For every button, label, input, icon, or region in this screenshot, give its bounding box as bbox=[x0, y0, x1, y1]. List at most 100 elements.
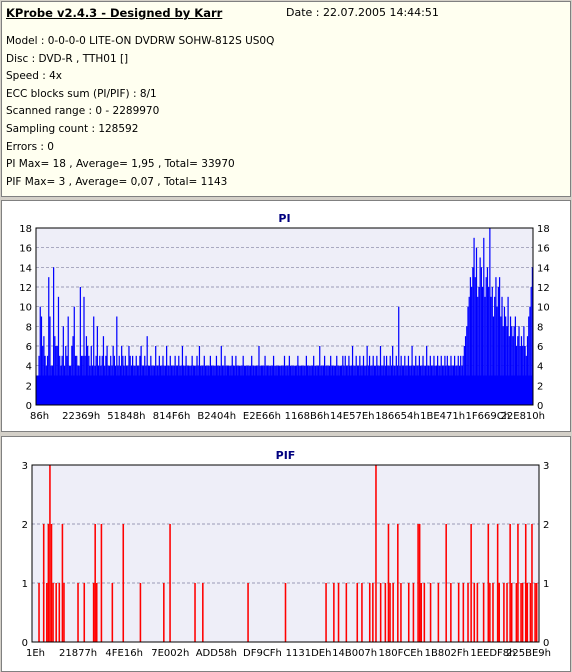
pif-bar bbox=[169, 524, 171, 642]
pi-bar bbox=[410, 365, 412, 405]
pi-bar bbox=[232, 365, 235, 405]
pi-bar bbox=[44, 355, 46, 405]
pi-bar bbox=[462, 355, 464, 405]
pi-chart-title: PI bbox=[278, 212, 290, 225]
pi-ytick-left: 12 bbox=[19, 283, 32, 294]
info-errors: Errors : 0 bbox=[6, 140, 54, 153]
pi-bar bbox=[49, 316, 51, 405]
pi-xtick: 14E57Eh bbox=[330, 411, 374, 422]
pi-bar bbox=[327, 365, 329, 405]
pi-bar bbox=[412, 365, 414, 405]
pi-xtick: 22E810h bbox=[501, 411, 545, 422]
pi-bar bbox=[226, 365, 228, 405]
pi-bar bbox=[164, 365, 167, 405]
pi-bar bbox=[73, 306, 75, 405]
pi-bar bbox=[265, 365, 267, 405]
pi-bar bbox=[384, 365, 386, 405]
pi-bar bbox=[179, 365, 181, 405]
pi-bar bbox=[84, 355, 86, 405]
pi-bar bbox=[234, 365, 236, 405]
pif-bar bbox=[83, 583, 86, 642]
pi-bar bbox=[230, 365, 232, 405]
pi-bar bbox=[169, 355, 171, 405]
pi-bar bbox=[497, 287, 499, 405]
pi-bar bbox=[334, 365, 337, 405]
pi-bar bbox=[444, 355, 446, 405]
pi-bar bbox=[246, 365, 248, 405]
pif-bar bbox=[503, 583, 505, 642]
pi-bar bbox=[447, 365, 450, 405]
pi-bar bbox=[467, 306, 469, 405]
pif-bar bbox=[49, 465, 51, 642]
pif-bar bbox=[345, 583, 348, 642]
pi-bar bbox=[350, 365, 352, 405]
pi-bar bbox=[433, 355, 435, 405]
pi-bar bbox=[394, 365, 396, 405]
pi-bar bbox=[229, 365, 231, 405]
pi-bar bbox=[90, 346, 92, 405]
pi-bar bbox=[145, 365, 147, 405]
pi-bar bbox=[266, 365, 269, 405]
pi-bar bbox=[441, 365, 444, 405]
pi-bar bbox=[422, 355, 424, 405]
pif-chart: PIF 0 0 1 1 2 2 3 3 1Eh 21877h 4FE16h 7E002h ADD58h DF… bbox=[22, 449, 551, 659]
pi-bar bbox=[371, 365, 373, 405]
pif-bar bbox=[531, 524, 533, 642]
info-model: Model : 0-0-0-0 LITE-ON DVDRW SOHW-812S … bbox=[6, 35, 275, 47]
pi-bar bbox=[240, 365, 242, 405]
pi-bar bbox=[45, 365, 47, 405]
pi-bar bbox=[515, 346, 518, 405]
pi-bar bbox=[104, 365, 106, 405]
pi-bar bbox=[323, 355, 326, 405]
pi-bar bbox=[186, 365, 188, 405]
pi-bar bbox=[360, 365, 362, 405]
pif-bar bbox=[52, 583, 54, 642]
pi-bar bbox=[236, 365, 238, 405]
info-disc: Disc : DVD-R , TTH01 [] bbox=[6, 52, 129, 65]
pif-xtick: 14B007h bbox=[332, 648, 377, 659]
pif-xtick: 225BE9h bbox=[506, 648, 551, 659]
pif-bar bbox=[284, 583, 287, 642]
pi-bar bbox=[299, 365, 301, 405]
pi-bar bbox=[93, 316, 95, 405]
pi-bar bbox=[469, 277, 472, 405]
pi-bar bbox=[170, 365, 173, 405]
pi-bar bbox=[500, 316, 502, 405]
pi-bar bbox=[202, 365, 204, 405]
pi-bar bbox=[326, 365, 328, 405]
pi-bar bbox=[519, 346, 521, 405]
pi-bar bbox=[377, 365, 379, 405]
pi-ytick-right: 0 bbox=[537, 401, 543, 412]
pi-bar bbox=[225, 365, 227, 405]
pif-xtick: 4FE16h bbox=[105, 648, 143, 659]
pi-ytick-right: 12 bbox=[537, 283, 550, 294]
pi-bar bbox=[99, 355, 101, 405]
pi-bar bbox=[63, 365, 66, 405]
pi-bar bbox=[419, 365, 422, 405]
pi-xtick: 22369h bbox=[62, 411, 100, 422]
pi-bar bbox=[463, 346, 465, 405]
pi-bar bbox=[248, 365, 250, 405]
pi-bar bbox=[505, 316, 507, 405]
pi-bar bbox=[438, 365, 440, 405]
pi-bar bbox=[466, 326, 468, 405]
pi-bar bbox=[269, 365, 271, 405]
pi-bar bbox=[517, 336, 519, 405]
pif-xtick: 1131DEh bbox=[286, 648, 332, 659]
pi-bar bbox=[445, 365, 447, 405]
info-pi-stats: PI Max= 18 , Average= 1,95 , Total= 3397… bbox=[6, 158, 235, 171]
pif-bar bbox=[473, 583, 476, 642]
pif-bar bbox=[38, 583, 40, 642]
pi-ytick-left: 14 bbox=[19, 263, 32, 274]
pi-bar bbox=[395, 355, 397, 405]
pi-bar bbox=[364, 365, 366, 405]
pi-bar bbox=[114, 365, 117, 405]
pi-bar bbox=[203, 355, 205, 405]
pif-bar bbox=[247, 583, 249, 642]
pi-ytick-right: 10 bbox=[537, 303, 550, 314]
pi-bar bbox=[106, 346, 108, 405]
pi-bar bbox=[87, 346, 89, 405]
pi-bar bbox=[298, 365, 300, 405]
pi-bar bbox=[204, 365, 207, 405]
pi-bar bbox=[485, 277, 487, 405]
